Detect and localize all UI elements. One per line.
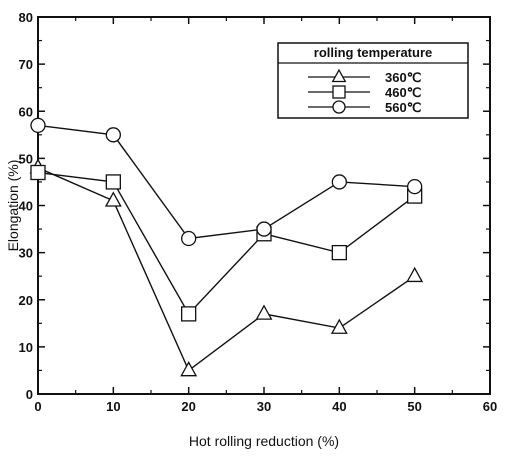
series-square — [30, 164, 423, 322]
x-tick-label: 10 — [106, 399, 120, 414]
data-point — [181, 306, 197, 322]
x-tick-label: 60 — [483, 399, 497, 414]
data-point — [30, 117, 46, 134]
axis-ticks — [37, 16, 491, 395]
data-point — [331, 174, 347, 190]
legend-entry: 460℃ — [308, 85, 421, 100]
series-line — [37, 171, 416, 316]
series-line — [37, 124, 415, 240]
data-point — [30, 164, 46, 181]
data-point — [256, 221, 272, 237]
legend-box — [277, 42, 469, 119]
legend-marker — [332, 85, 346, 99]
y-tick-label: 0 — [26, 387, 33, 402]
y-tick-label: 50 — [19, 151, 33, 166]
data-point — [180, 361, 198, 377]
series-triangle — [29, 158, 424, 377]
data-point — [181, 230, 197, 247]
y-tick-label: 30 — [19, 246, 33, 261]
legend-marker — [332, 100, 346, 114]
y-tick-label: 10 — [19, 340, 33, 355]
x-tick-label: 50 — [407, 399, 421, 414]
x-tick-label: 0 — [34, 399, 41, 414]
y-axis-title: Elongation (%) — [5, 160, 21, 252]
data-point — [330, 318, 348, 334]
x-tick-label: 30 — [257, 399, 271, 414]
legend-entry: 560℃ — [308, 100, 421, 115]
legend-entry: 360℃ — [308, 68, 421, 85]
data-point — [255, 304, 273, 320]
y-tick-label: 20 — [19, 293, 33, 308]
x-tick-label: 40 — [332, 399, 346, 414]
data-point — [105, 174, 121, 190]
legend-title: rolling temperature — [314, 45, 432, 60]
legend-label: 460℃ — [385, 85, 421, 100]
series-line — [37, 167, 416, 372]
data-point — [406, 266, 424, 283]
y-tick-label: 60 — [19, 104, 33, 119]
legend-label: 560℃ — [385, 100, 421, 115]
data-point — [407, 178, 423, 195]
y-tick-label: 70 — [19, 57, 33, 72]
x-tick-label: 20 — [181, 399, 195, 414]
legend-label: 360℃ — [385, 70, 421, 85]
x-axis-title: Hot rolling reduction (%) — [189, 433, 339, 449]
series-layer — [29, 117, 424, 377]
y-tick-label: 40 — [19, 199, 33, 214]
data-point — [105, 127, 121, 143]
series-circle — [30, 117, 423, 247]
data-point — [331, 244, 347, 261]
legend-marker — [331, 68, 347, 83]
axis-tick-labels: 0 10 20 30 40 50 60 0 10 20 30 40 50 60 70 80 — [19, 10, 498, 414]
y-tick-label: 80 — [19, 10, 33, 25]
data-point — [104, 191, 122, 207]
